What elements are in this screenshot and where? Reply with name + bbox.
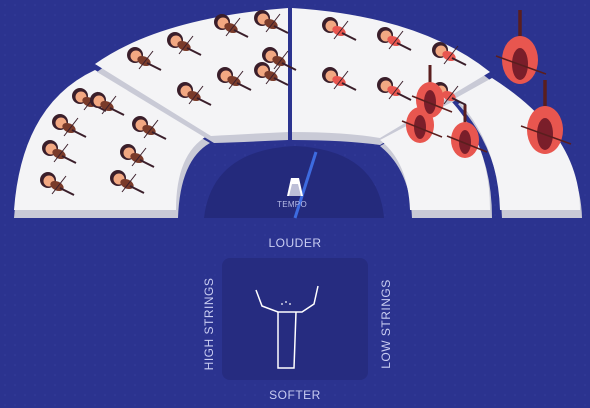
violin-icon: [167, 32, 202, 56]
violin-icon: [120, 144, 155, 168]
section-violas[interactable]: [292, 8, 490, 145]
conductor-icon: [255, 285, 319, 369]
high-strings-label: HIGH STRINGS: [202, 277, 216, 371]
section-first-violins[interactable]: [95, 8, 288, 143]
cello-icon: [446, 105, 488, 158]
softer-label: SOFTER: [269, 388, 321, 402]
section-basses[interactable]: [456, 78, 582, 218]
double-bass-icon: [495, 10, 547, 84]
low-strings-label: LOW STRINGS: [379, 279, 393, 369]
section-second-violins[interactable]: [14, 70, 210, 218]
violin-icon: [254, 62, 289, 86]
tempo-needle[interactable]: [293, 151, 318, 219]
louder-label: LOUDER: [268, 236, 322, 250]
tempo-label: TEMPO: [277, 200, 307, 209]
viola-icon: [377, 27, 412, 51]
double-bass-icon: [520, 80, 572, 154]
violin-icon: [40, 172, 75, 196]
viola-icon: [432, 42, 467, 66]
viola-icon: [322, 17, 357, 41]
violin-icon: [217, 67, 252, 91]
violin-icon: [42, 140, 77, 164]
violin-icon: [214, 14, 249, 38]
violin-icon: [110, 170, 145, 194]
violin-icon: [254, 10, 289, 34]
viola-icon: [377, 77, 412, 101]
violin-icon: [52, 114, 87, 138]
metronome-icon: [287, 178, 303, 196]
viola-icon: [322, 67, 357, 91]
violin-icon: [90, 92, 125, 116]
cello-icon: [411, 65, 453, 118]
violin-icon: [127, 47, 162, 71]
violin-icon: [177, 82, 212, 106]
violin-icon: [262, 47, 297, 71]
conductor-pad[interactable]: [222, 258, 368, 380]
violin-icon: [132, 116, 167, 140]
